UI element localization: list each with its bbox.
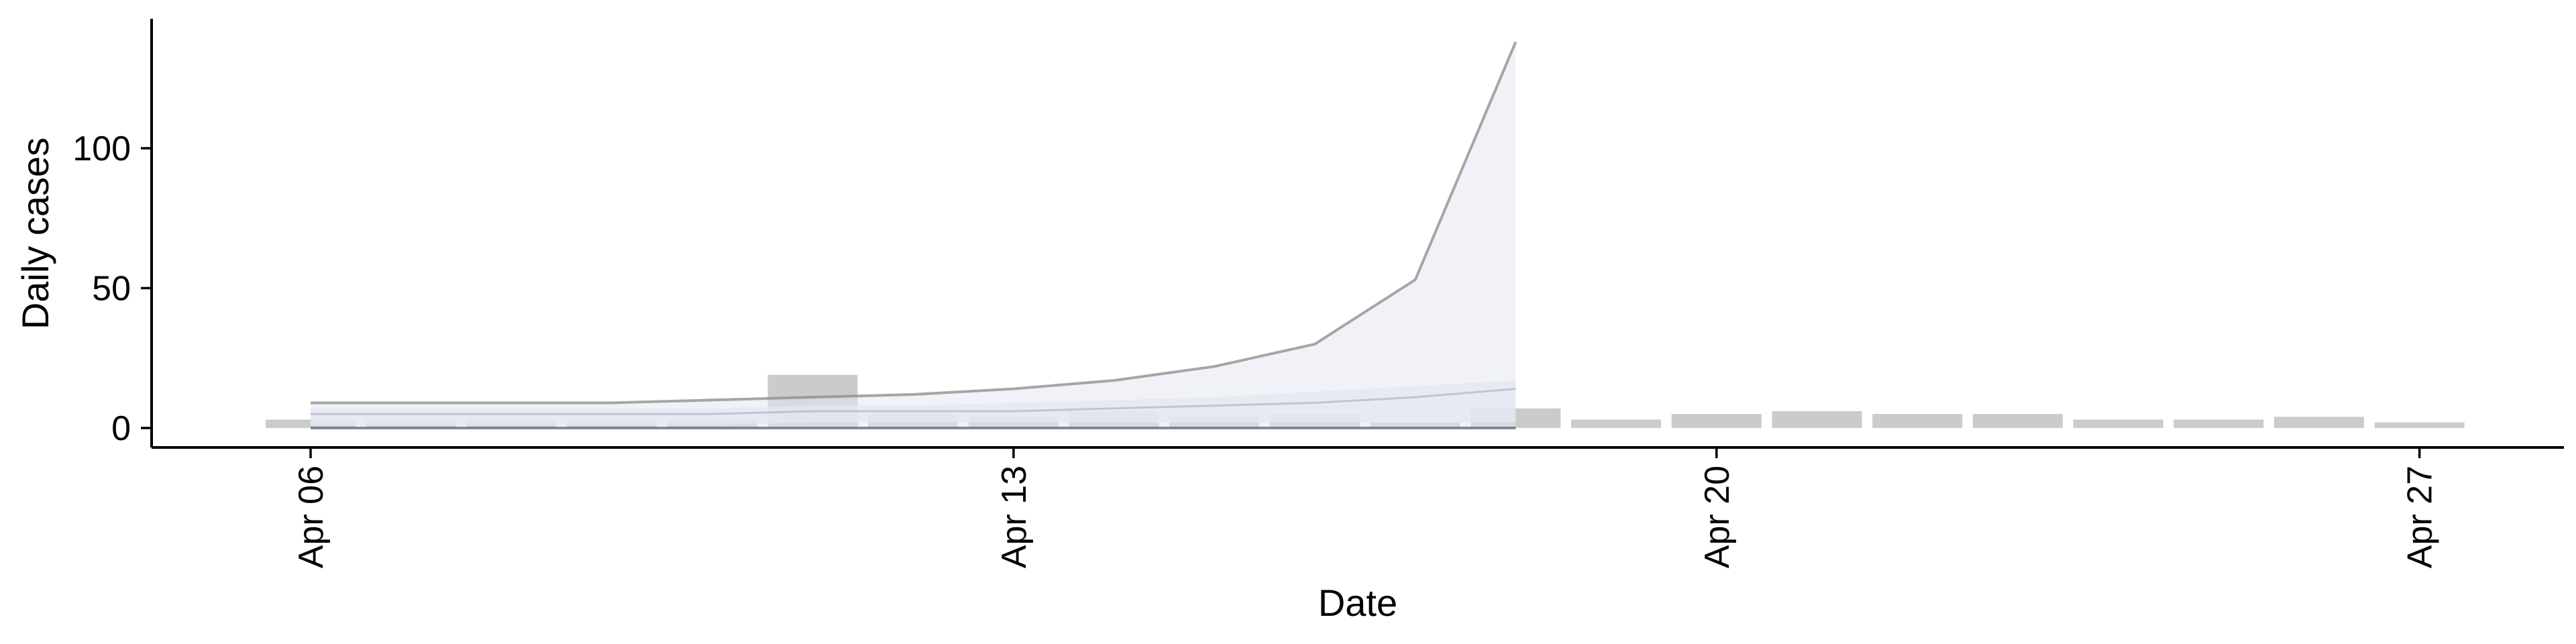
x-tick-label: Apr 27 <box>2401 466 2440 568</box>
x-tick-label: Apr 06 <box>292 466 331 568</box>
case-bar <box>1772 411 1862 428</box>
nowcast-90-band <box>311 42 1516 428</box>
case-bar <box>2374 422 2465 428</box>
case-bar <box>1872 414 1963 428</box>
x-axis-title: Date <box>1318 582 1397 624</box>
axes <box>150 19 2564 449</box>
case-bar <box>2073 419 2163 428</box>
y-tick-label: 50 <box>92 270 131 309</box>
y-tick-label: 0 <box>111 409 131 448</box>
nowcast-median-line <box>311 388 1516 415</box>
case-bar <box>1972 414 2063 428</box>
nowcast-upper-line <box>311 41 1517 405</box>
case-bar <box>1671 414 1762 428</box>
case-bar <box>2274 417 2364 428</box>
x-tick-label: Apr 20 <box>1698 466 1737 568</box>
y-axis-title: Daily cases <box>14 138 56 329</box>
case-bar <box>1571 419 1662 428</box>
ticks: 0 50 100 Apr 06 Apr 13 Apr 20 Apr 27 <box>72 129 2439 568</box>
plot-area <box>266 41 2465 429</box>
case-bar <box>2174 419 2264 428</box>
y-tick-label: 100 <box>72 129 131 168</box>
x-tick-label: Apr 13 <box>995 466 1034 568</box>
